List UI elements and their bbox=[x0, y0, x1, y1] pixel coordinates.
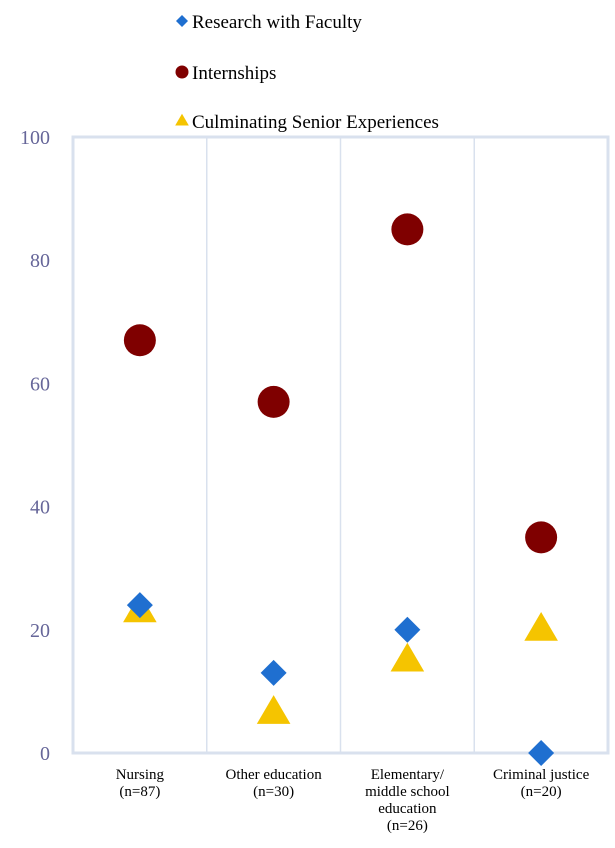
legend-marker bbox=[175, 113, 189, 126]
data-point bbox=[528, 740, 555, 766]
legend-label: Research with Faculty bbox=[192, 12, 362, 33]
legend-marker bbox=[175, 65, 189, 79]
legend-label: Culminating Senior Experiences bbox=[192, 112, 439, 133]
data-point bbox=[394, 616, 421, 643]
x-tick-label: Other education (n=30) bbox=[226, 767, 323, 800]
data-point bbox=[391, 213, 424, 246]
x-tick-label: Nursing (n=87) bbox=[116, 767, 165, 800]
data-point bbox=[525, 521, 558, 554]
data-point bbox=[524, 611, 558, 641]
y-tick-label: 0 bbox=[40, 743, 50, 765]
x-tick-label: Elementary/middle school education (n=26) bbox=[365, 767, 450, 834]
data-point bbox=[126, 592, 153, 619]
y-tick-label: 80 bbox=[30, 250, 50, 272]
data-point bbox=[256, 695, 291, 724]
y-tick-label: 60 bbox=[30, 373, 50, 395]
x-tick-label: Criminal justice (n=20) bbox=[493, 767, 590, 800]
data-point bbox=[390, 642, 425, 672]
y-tick-label: 100 bbox=[20, 127, 50, 149]
data-point bbox=[123, 324, 156, 357]
y-tick-label: 40 bbox=[30, 497, 50, 519]
legend-label: Internships bbox=[192, 63, 276, 84]
legend-marker bbox=[176, 15, 188, 27]
data-point bbox=[260, 659, 287, 686]
data-point bbox=[257, 385, 290, 418]
y-tick-label: 20 bbox=[30, 620, 50, 642]
